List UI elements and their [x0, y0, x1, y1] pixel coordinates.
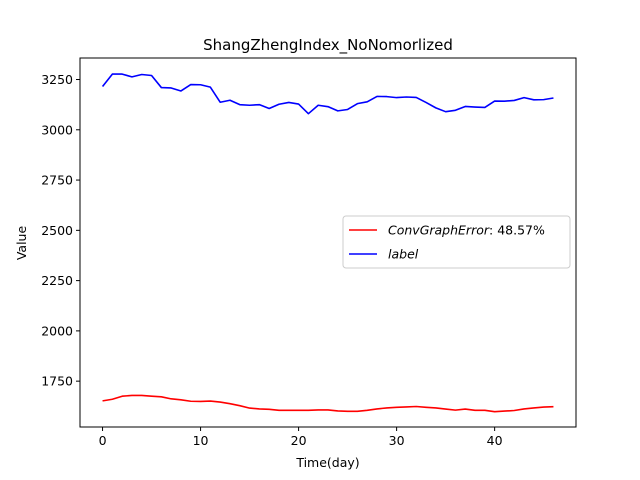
y-tick-label: 2000 — [41, 323, 73, 338]
x-tick-label: 0 — [99, 433, 107, 448]
y-tick-label: 2500 — [41, 223, 73, 238]
legend-entry-0: ConvGraphError: 48.57% — [388, 223, 545, 238]
y-tick-label: 1750 — [41, 374, 73, 389]
x-tick-label: 10 — [193, 433, 209, 448]
legend-entry-1: label — [388, 247, 419, 262]
y-tick-label: 3250 — [41, 72, 73, 87]
y-axis: 1750 2000 2250 2500 2750 3000 3250 — [41, 72, 80, 389]
x-tick-label: 20 — [291, 433, 307, 448]
x-tick-label: 40 — [487, 433, 503, 448]
series-group — [101, 73, 554, 413]
legend-frame — [342, 215, 571, 269]
y-tick-label: 2250 — [41, 273, 73, 288]
y-tick-label: 2750 — [41, 173, 73, 188]
x-tick-label: 30 — [389, 433, 405, 448]
y-tick-label: 3000 — [41, 122, 73, 137]
series-line-0 — [102, 394, 554, 413]
legend: ConvGraphError: 48.57% label — [342, 215, 571, 269]
y-axis-label: Value — [14, 226, 29, 261]
x-axis-label: Time(day) — [295, 455, 359, 470]
series-line-1 — [101, 73, 554, 115]
chart-title: ShangZhengIndex_NoNomorlized — [203, 36, 453, 55]
plot-frame — [79, 57, 577, 428]
x-axis: 0 10 20 30 40 — [99, 427, 503, 448]
plot-area — [79, 57, 577, 428]
